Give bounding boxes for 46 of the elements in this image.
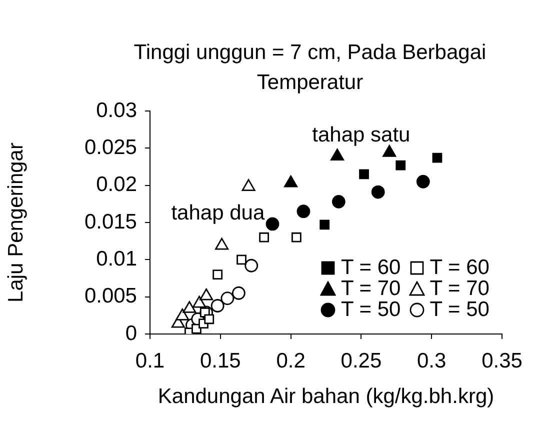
point: [244, 258, 258, 272]
point: [396, 160, 406, 170]
point: [204, 314, 214, 324]
legend-label: T = 70: [430, 277, 490, 300]
point: [432, 152, 442, 163]
y-tick-label: 0.025: [84, 136, 137, 159]
x-tick-label: 0.1: [135, 349, 165, 372]
y-tick-label: 0.03: [96, 98, 137, 122]
point: [382, 144, 396, 157]
point: [232, 286, 246, 300]
point: [220, 292, 234, 306]
point: [210, 299, 224, 312]
point: [212, 270, 223, 280]
x-tick-label: 0.15: [200, 349, 241, 372]
point: [359, 169, 369, 180]
point: [330, 148, 344, 161]
x-tick-label: 0.2: [276, 349, 306, 372]
x-axis-title: Kandungan Air bahan (kg/kg.bh.krg): [158, 385, 494, 408]
annotation: tahap dua: [171, 201, 265, 224]
point: [242, 179, 256, 192]
x-tick-label: 0.3: [417, 349, 446, 372]
point: [284, 175, 298, 188]
point: [236, 254, 246, 265]
point: [259, 232, 269, 242]
y-tick-label: 0.015: [84, 210, 137, 234]
point: [416, 174, 430, 188]
y-tick-label: 0.005: [84, 284, 137, 308]
point: [332, 194, 346, 208]
y-tick-label: 0: [125, 322, 137, 345]
chart-title: Tinggi unggun = 7 cm, Pada Berbagai Temperatur: [132, 40, 488, 96]
legend-label: T = 50: [341, 298, 401, 321]
annotation: tahap satu: [312, 123, 410, 146]
point: [266, 217, 280, 231]
x-tick-label: 0.35: [482, 349, 522, 372]
point: [296, 204, 310, 218]
point: [320, 220, 330, 230]
x-tick-label: 0.25: [340, 349, 382, 372]
legend-label: T = 60: [341, 256, 401, 279]
y-axis-title: Laju Pengeringar: [4, 142, 28, 302]
y-tick-label: 0.02: [96, 173, 137, 196]
legend-label: T = 60: [430, 256, 490, 279]
point: [291, 232, 302, 242]
y-tick-label: 0.01: [96, 247, 137, 270]
legend-label: T = 70: [341, 277, 401, 300]
point: [371, 185, 385, 199]
legend-label: T = 50: [430, 298, 490, 321]
